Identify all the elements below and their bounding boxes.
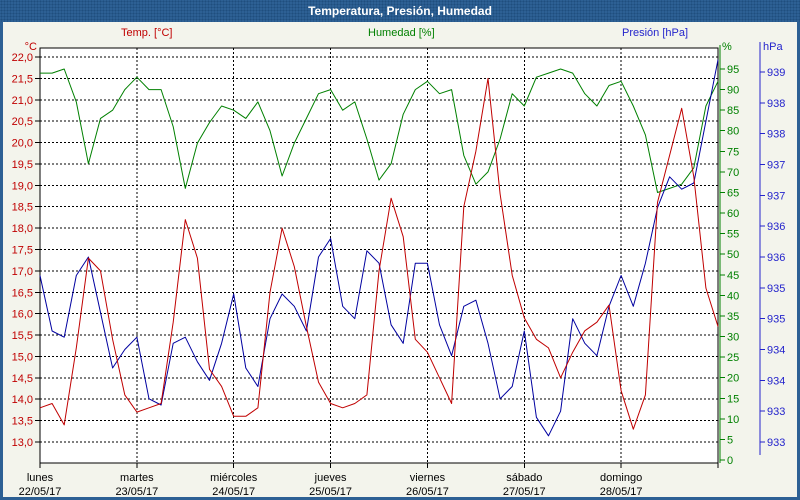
temp-tick-label: 21,0 bbox=[12, 95, 33, 107]
temp-tick-label: 13,5 bbox=[12, 416, 33, 428]
temp-tick-label: 16,0 bbox=[12, 309, 33, 321]
day-date-label: 23/05/17 bbox=[115, 486, 158, 498]
temperature-series-line bbox=[39, 77, 719, 430]
pressure-unit-label: hPa bbox=[763, 41, 783, 53]
pressure-tick-label: 934 bbox=[767, 375, 785, 387]
temperature-unit-label: °C bbox=[24, 41, 37, 53]
humidity-tick-label: 45 bbox=[727, 270, 739, 282]
temp-tick-label: 19,0 bbox=[12, 180, 33, 192]
pressure-tick-label: 939 bbox=[767, 67, 785, 79]
humidity-axis-header: Humedad [%] bbox=[368, 27, 435, 39]
pressure-tick-label: 938 bbox=[767, 129, 785, 141]
temperature-axis-header: Temp. [°C] bbox=[121, 27, 173, 39]
temp-tick-label: 15,0 bbox=[12, 351, 33, 363]
humidity-tick-label: 55 bbox=[727, 229, 739, 241]
temp-tick-label: 15,5 bbox=[12, 330, 33, 342]
humidity-tick-label: 20 bbox=[727, 373, 739, 385]
temp-tick-label: 21,5 bbox=[12, 73, 33, 85]
humidity-tick-label: 35 bbox=[727, 311, 739, 323]
temp-tick-label: 20,0 bbox=[12, 138, 33, 150]
pressure-series-line bbox=[39, 59, 719, 437]
day-name-label: lunes bbox=[27, 472, 54, 484]
day-date-label: 28/05/17 bbox=[600, 486, 643, 498]
humidity-tick-label: 5 bbox=[727, 434, 733, 446]
pressure-tick-label: 936 bbox=[767, 252, 785, 264]
day-date-label: 22/05/17 bbox=[19, 486, 62, 498]
humidity-tick-label: 90 bbox=[727, 85, 739, 97]
humidity-tick-label: 75 bbox=[727, 146, 739, 158]
pressure-tick-label: 935 bbox=[767, 314, 785, 326]
humidity-tick-label: 85 bbox=[727, 105, 739, 117]
humidity-tick-label: 65 bbox=[727, 187, 739, 199]
humidity-tick-label: 15 bbox=[727, 393, 739, 405]
day-date-label: 24/05/17 bbox=[212, 486, 255, 498]
humidity-tick-label: 50 bbox=[727, 249, 739, 261]
day-name-label: domingo bbox=[600, 472, 642, 484]
temp-tick-label: 17,5 bbox=[12, 245, 33, 257]
humidity-tick-label: 25 bbox=[727, 352, 739, 364]
temp-tick-label: 19,5 bbox=[12, 159, 33, 171]
day-name-label: viernes bbox=[410, 472, 446, 484]
pressure-tick-label: 933 bbox=[767, 406, 785, 418]
pressure-tick-label: 934 bbox=[767, 345, 785, 357]
day-date-label: 25/05/17 bbox=[309, 486, 352, 498]
pressure-tick-label: 936 bbox=[767, 221, 785, 233]
temp-tick-label: 18,0 bbox=[12, 223, 33, 235]
temp-tick-label: 13,0 bbox=[12, 437, 33, 449]
humidity-tick-label: 10 bbox=[727, 414, 739, 426]
temp-tick-label: 14,5 bbox=[12, 373, 33, 385]
pressure-tick-label: 938 bbox=[767, 98, 785, 110]
plot-border bbox=[39, 47, 719, 464]
pressure-tick-label: 937 bbox=[767, 190, 785, 202]
window-titlebar: Temperatura, Presión, Humedad bbox=[0, 0, 800, 22]
day-name-label: miércoles bbox=[210, 472, 258, 484]
humidity-unit-label: % bbox=[722, 41, 732, 53]
humidity-tick-label: 0 bbox=[727, 455, 733, 467]
pressure-tick-label: 937 bbox=[767, 160, 785, 172]
day-date-label: 26/05/17 bbox=[406, 486, 449, 498]
humidity-tick-label: 60 bbox=[727, 208, 739, 220]
pressure-tick-label: 935 bbox=[767, 283, 785, 295]
temp-tick-label: 14,0 bbox=[12, 394, 33, 406]
humidity-tick-label: 40 bbox=[727, 290, 739, 302]
humidity-tick-label: 95 bbox=[727, 64, 739, 76]
day-date-label: 27/05/17 bbox=[503, 486, 546, 498]
pressure-axis-header: Presión [hPa] bbox=[622, 27, 689, 39]
humidity-tick-label: 30 bbox=[727, 332, 739, 344]
humidity-tick-label: 80 bbox=[727, 126, 739, 138]
temp-tick-label: 22,0 bbox=[12, 52, 33, 64]
day-name-label: sábado bbox=[506, 472, 542, 484]
temp-tick-label: 20,5 bbox=[12, 116, 33, 128]
day-name-label: jueves bbox=[314, 472, 347, 484]
plot-area bbox=[40, 48, 718, 463]
window-title: Temperatura, Presión, Humedad bbox=[308, 4, 492, 18]
temp-tick-label: 17,0 bbox=[12, 266, 33, 278]
temp-tick-label: 16,5 bbox=[12, 287, 33, 299]
humidity-series-line bbox=[40, 68, 719, 193]
pressure-tick-label: 933 bbox=[767, 437, 785, 449]
temp-tick-label: 18,5 bbox=[12, 202, 33, 214]
humidity-tick-label: 70 bbox=[727, 167, 739, 179]
day-name-label: martes bbox=[120, 472, 154, 484]
